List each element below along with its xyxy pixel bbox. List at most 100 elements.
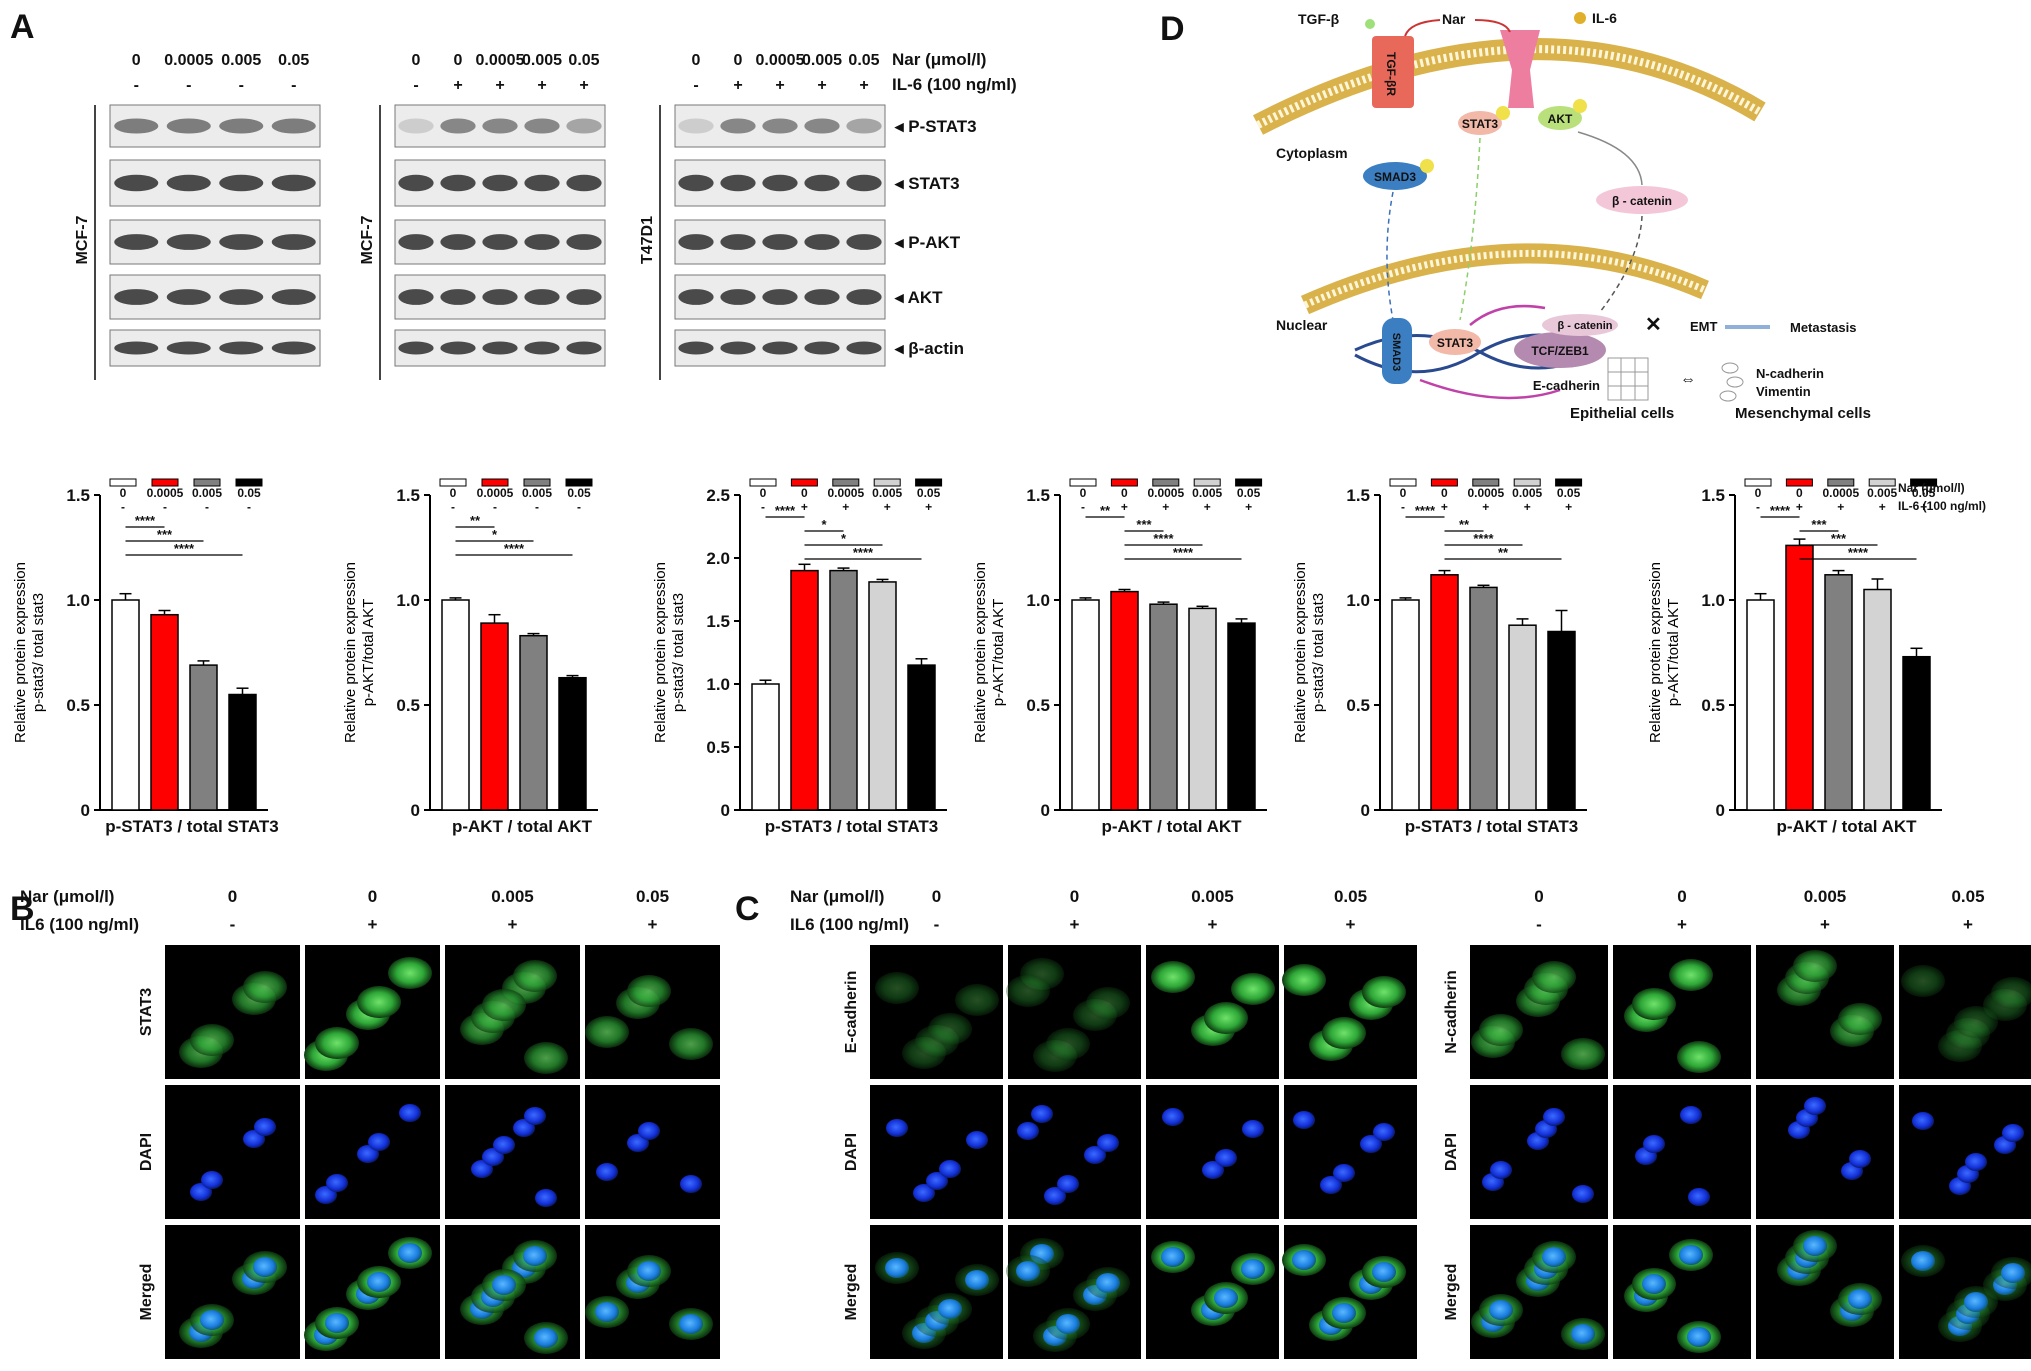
dapi-nucleus xyxy=(1333,1164,1355,1182)
dapi-nucleus xyxy=(1804,1097,1826,1115)
merged-nucleus xyxy=(1803,1236,1827,1256)
blot-band xyxy=(846,341,882,355)
if-il6-value: + xyxy=(1963,915,1973,934)
dapi-nucleus xyxy=(524,1107,546,1125)
panel-letter-c: C xyxy=(735,890,760,928)
dapi-nucleus xyxy=(913,1184,935,1202)
bcatenin-label: β - catenin xyxy=(1612,194,1672,208)
if-image-tile xyxy=(165,1085,300,1219)
merged-nucleus xyxy=(1848,1289,1872,1309)
fluorescent-cell xyxy=(388,957,432,989)
significance-label: *** xyxy=(1831,531,1847,546)
blot-cell-line-label: MCF-7 xyxy=(359,215,376,264)
blot-band xyxy=(678,118,714,134)
blot-band xyxy=(846,234,882,250)
dapi-nucleus xyxy=(596,1163,618,1181)
blot-band xyxy=(114,118,159,134)
il6-label: IL-6 xyxy=(1592,10,1617,26)
dapi-nucleus xyxy=(1490,1161,1512,1179)
if-image-tile xyxy=(445,1085,580,1219)
legend-nar-value: 0.05 xyxy=(567,486,591,500)
nar-inhibit-arrow-2 xyxy=(1474,19,1511,33)
blot-band xyxy=(762,341,798,355)
significance-label: ** xyxy=(470,513,481,528)
legend-swatch xyxy=(1069,478,1097,487)
significance-label: *** xyxy=(157,527,173,542)
blot-band xyxy=(114,174,159,192)
blot-nar-value: 0.05 xyxy=(848,52,879,69)
mesenchymal-cells-icon xyxy=(1719,362,1744,402)
if-il6-value: + xyxy=(1346,915,1356,934)
tgfbr-label: TGF-βR xyxy=(1384,52,1398,96)
cytoplasm-label: Cytoplasm xyxy=(1276,145,1348,161)
legend-il6-value: - xyxy=(121,500,125,514)
x-axis-label: p-AKT / total AKT xyxy=(452,817,593,836)
if-il6-label: IL6 (100 ng/ml) xyxy=(20,915,139,934)
blot-il6-value: + xyxy=(859,77,868,94)
legend-nar-value: 0.0005 xyxy=(827,486,864,500)
merged-nucleus xyxy=(1571,1324,1595,1344)
if-nar-value: 0 xyxy=(932,887,941,906)
blot-band xyxy=(219,341,264,355)
dapi-nucleus xyxy=(1162,1108,1184,1126)
y-tick-label: 1.0 xyxy=(396,591,420,610)
blot-band xyxy=(524,234,560,250)
blot-band xyxy=(524,118,560,134)
dapi-nucleus xyxy=(399,1104,421,1122)
blot-nar-value: 0 xyxy=(412,52,421,69)
y-tick-label: 1.0 xyxy=(1026,591,1050,610)
block-cross-icon: ✕ xyxy=(1645,314,1662,336)
blot-nar-value: 0.0005 xyxy=(476,52,525,69)
legend-swatch xyxy=(1472,478,1500,487)
significance-label: **** xyxy=(1473,531,1494,546)
dapi-nucleus xyxy=(1017,1122,1039,1140)
bar xyxy=(558,676,587,811)
blot-band xyxy=(271,341,316,355)
significance-label: **** xyxy=(1173,545,1194,560)
significance-label: ** xyxy=(1459,517,1470,532)
significance-label: **** xyxy=(174,541,195,556)
blot-nar-value: 0.0005 xyxy=(756,52,805,69)
blot-band xyxy=(720,341,756,355)
if-nar-value: 0.05 xyxy=(1334,887,1367,906)
legend-il6-value: + xyxy=(1920,500,1927,514)
blot-band xyxy=(219,234,264,250)
merged-nucleus xyxy=(200,1310,224,1330)
blot-band xyxy=(846,289,882,305)
fluorescent-cell xyxy=(1151,961,1195,993)
legend-il6-value: + xyxy=(1162,500,1169,514)
fluorescent-cell xyxy=(1793,950,1837,982)
fluorescent-cell xyxy=(928,1013,972,1045)
bcatenin-node xyxy=(1596,186,1688,214)
legend-swatch xyxy=(523,478,551,487)
dapi-nucleus xyxy=(1320,1176,1342,1194)
bar xyxy=(111,599,140,811)
legend-il6-value: + xyxy=(1482,500,1489,514)
fluorescent-cell xyxy=(1362,976,1406,1008)
if-il6-value: + xyxy=(508,915,518,934)
fluorescent-cell xyxy=(669,1028,713,1060)
blot-band xyxy=(271,234,316,250)
if-image-tile xyxy=(870,1085,1003,1219)
epithelial-grid xyxy=(1608,358,1648,400)
bar xyxy=(228,693,257,811)
dapi-nucleus xyxy=(368,1133,390,1151)
y-tick-label: 0.5 xyxy=(706,738,730,757)
bar xyxy=(1430,574,1459,811)
blot-band xyxy=(398,289,434,305)
legend-nar-value: 0.0005 xyxy=(1147,486,1184,500)
if-image-tile xyxy=(1146,1085,1279,1219)
legend-il6-value: + xyxy=(925,500,932,514)
merged-nucleus xyxy=(885,1258,909,1278)
fluorescent-cell xyxy=(315,1027,359,1059)
emt-label: EMT xyxy=(1690,319,1718,334)
merged-nucleus xyxy=(523,1246,547,1266)
merged-nucleus xyxy=(679,1314,703,1334)
fluorescent-cell xyxy=(1231,973,1275,1005)
y-axis-label-2: p-stat3/ total stat3 xyxy=(670,593,687,712)
legend-swatch xyxy=(1785,478,1813,487)
blot-il6-value: + xyxy=(537,77,546,94)
blot-band xyxy=(720,289,756,305)
if-row-label: DAPI xyxy=(843,1133,860,1171)
legend-swatch xyxy=(1555,478,1583,487)
